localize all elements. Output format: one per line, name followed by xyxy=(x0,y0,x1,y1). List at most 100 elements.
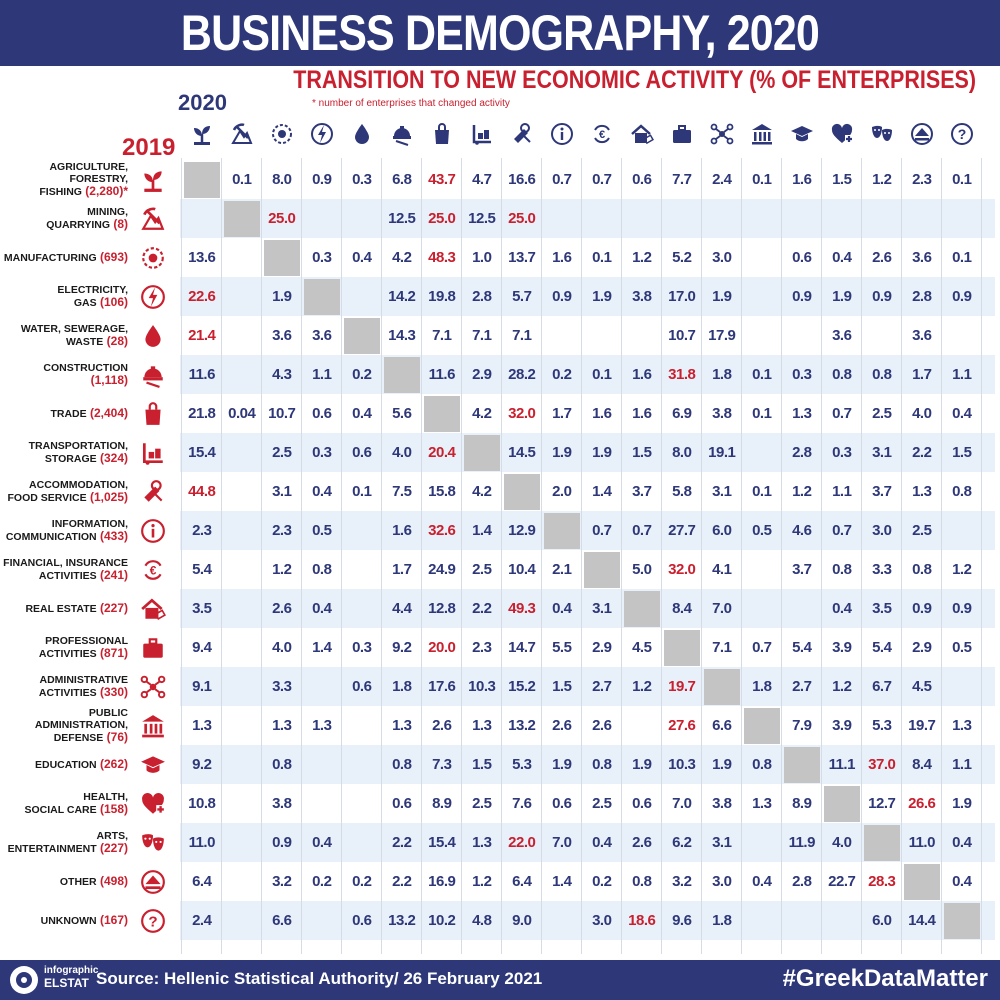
row-count: (330) xyxy=(96,685,128,699)
table-cell: 6.4 xyxy=(512,873,532,890)
row-label-line: ACTIVITIES (871) xyxy=(39,647,128,660)
table-cell: 0.6 xyxy=(552,795,572,812)
table-cell: 1.3 xyxy=(912,483,932,500)
row-label: REAL ESTATE (227) xyxy=(0,589,128,628)
table-cell: 0.7 xyxy=(752,639,772,656)
logo-line-2: ELSTAT xyxy=(44,976,89,990)
table-cell: 1.3 xyxy=(792,405,812,422)
table-cell: 1.8 xyxy=(392,678,412,695)
row-label-line: EDUCATION (262) xyxy=(35,758,128,771)
table-cell: 0.9 xyxy=(912,600,932,617)
table-cell: 1.8 xyxy=(712,366,732,383)
table-cell: 3.9 xyxy=(832,717,852,734)
diagonal-cell xyxy=(584,551,620,588)
source-text: Source: Hellenic Statistical Authority/ … xyxy=(96,969,543,988)
table-cell: 3.0 xyxy=(872,522,892,539)
row-label-line: ENTERTAINMENT (227) xyxy=(8,842,128,855)
table-cell: 0.4 xyxy=(592,834,612,851)
table-cell: 5.5 xyxy=(552,639,572,656)
table-cell: 12.9 xyxy=(508,522,536,539)
table-cell: 8.9 xyxy=(432,795,452,812)
column-divider xyxy=(301,158,302,954)
column-divider xyxy=(261,158,262,954)
row-label-line: WATER, SEWERAGE, xyxy=(21,323,128,335)
row-count: (1,118) xyxy=(90,373,128,387)
table-cell: 2.6 xyxy=(592,717,612,734)
table-cell: 0.5 xyxy=(952,639,972,656)
table-cell: 2.7 xyxy=(792,678,812,695)
table-cell: 6.8 xyxy=(392,171,412,188)
arts-icon xyxy=(140,830,166,861)
table-cell: 17.0 xyxy=(668,288,696,305)
table-cell: 4.7 xyxy=(472,171,492,188)
column-divider xyxy=(381,158,382,954)
table-cell: 1.1 xyxy=(832,483,852,500)
table-cell: 14.7 xyxy=(508,639,536,656)
table-cell: 0.3 xyxy=(792,366,812,383)
svg-text:?: ? xyxy=(148,913,157,930)
table-cell: 0.3 xyxy=(352,171,372,188)
table-cell: 1.3 xyxy=(472,834,492,851)
row-band xyxy=(180,745,995,784)
table-cell: 0.9 xyxy=(872,288,892,305)
column-divider xyxy=(701,158,702,954)
table-cell: 0.8 xyxy=(312,561,332,578)
row-label-name: ARTS, xyxy=(96,830,129,842)
table-cell: 2.5 xyxy=(912,522,932,539)
table-cell: 11.9 xyxy=(788,834,816,851)
table-cell: 1.1 xyxy=(312,366,332,383)
table-cell: 13.7 xyxy=(508,249,536,266)
column-divider xyxy=(221,158,222,954)
table-cell: 0.3 xyxy=(312,444,332,461)
table-cell: 1.2 xyxy=(272,561,292,578)
chart-subtitle: TRANSITION TO NEW ECONOMIC ACTIVITY (% O… xyxy=(293,66,977,94)
table-cell: 0.8 xyxy=(272,756,292,773)
table-cell: 2.2 xyxy=(392,834,412,851)
column-divider xyxy=(861,158,862,954)
health-icon xyxy=(830,122,854,151)
row-label-text: FINANCIAL, INSURANCE ACTIVITIES (241) xyxy=(3,557,128,582)
table-cell: 0.6 xyxy=(632,171,652,188)
row-label-line: CONSTRUCTION xyxy=(43,362,128,374)
column-divider xyxy=(181,158,182,954)
row-label-line: REAL ESTATE (227) xyxy=(25,602,128,615)
table-cell: 4.0 xyxy=(392,444,412,461)
row-band xyxy=(180,667,995,706)
column-divider xyxy=(741,158,742,954)
construction-icon xyxy=(140,362,166,393)
table-cell: 1.9 xyxy=(272,288,292,305)
table-cell: 4.5 xyxy=(912,678,932,695)
table-cell: 15.2 xyxy=(508,678,536,695)
table-cell: 7.0 xyxy=(552,834,572,851)
table-cell: 7.0 xyxy=(672,795,692,812)
table-cell: 19.8 xyxy=(428,288,456,305)
row-label-line: MINING, xyxy=(46,206,128,218)
real-estate-icon xyxy=(630,122,654,151)
table-cell: 0.6 xyxy=(792,249,812,266)
row-count: (28) xyxy=(103,334,128,348)
diagonal-cell xyxy=(464,434,500,471)
row-label-line: GAS (106) xyxy=(57,296,128,309)
row-label: MANUFACTURING (693) xyxy=(0,238,128,277)
table-cell: 1.9 xyxy=(552,756,572,773)
table-cell: 0.7 xyxy=(832,405,852,422)
table-cell: 11.6 xyxy=(188,366,216,383)
table-cell: 0.7 xyxy=(632,522,652,539)
column-divider xyxy=(501,158,502,954)
table-cell: 22.7 xyxy=(828,873,856,890)
table-cell: 7.0 xyxy=(712,600,732,617)
page-title: BUSINESS DEMOGRAPHY, 2020 xyxy=(180,5,820,61)
table-cell: 1.3 xyxy=(272,717,292,734)
table-cell: 3.7 xyxy=(632,483,652,500)
table-cell: 13.6 xyxy=(188,249,216,266)
column-divider xyxy=(421,158,422,954)
row-label-name: FOOD SERVICE xyxy=(7,492,87,504)
table-cell: 15.4 xyxy=(428,834,456,851)
table-cell: 0.6 xyxy=(392,795,412,812)
construction-icon xyxy=(390,122,414,151)
table-cell: 16.6 xyxy=(508,171,536,188)
table-cell: 13.2 xyxy=(388,912,416,929)
agriculture-icon xyxy=(140,167,166,198)
table-cell: 1.3 xyxy=(952,717,972,734)
table-cell: 0.4 xyxy=(552,600,572,617)
